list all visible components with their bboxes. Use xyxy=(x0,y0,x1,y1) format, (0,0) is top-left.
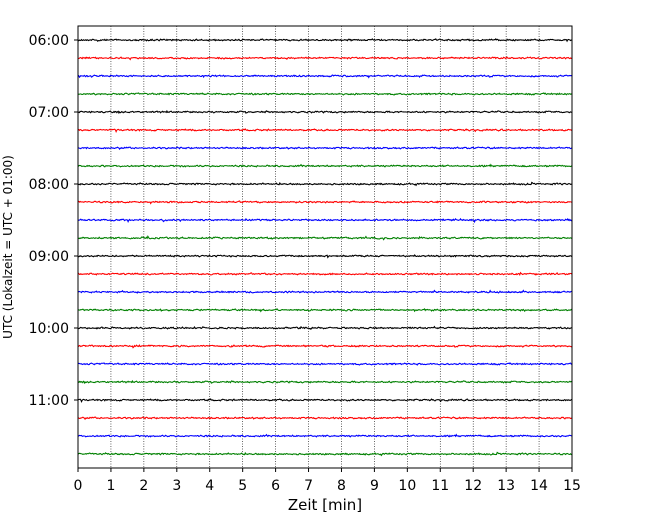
trace-12 xyxy=(77,254,573,259)
trace-23 xyxy=(77,451,573,457)
x-tick-label-0: 0 xyxy=(74,478,83,494)
trace-21 xyxy=(77,416,573,421)
trace-0 xyxy=(77,37,573,43)
y-tick-label-2: 08:00 xyxy=(29,177,69,193)
trace-14 xyxy=(77,289,573,294)
x-tick-label-8: 8 xyxy=(337,478,346,494)
trace-22 xyxy=(77,433,573,438)
x-axis-ticks: 0 1 2 3 4 5 6 7 8 9 10 11 12 13 14 15 xyxy=(74,468,581,494)
x-tick-label-14: 14 xyxy=(530,478,548,494)
x-tick-label-1: 1 xyxy=(106,478,115,494)
trace-18 xyxy=(77,362,573,366)
trace-16 xyxy=(77,325,573,330)
trace-3 xyxy=(77,92,573,96)
y-tick-label-1: 07:00 xyxy=(29,105,69,121)
x-tick-label-13: 13 xyxy=(497,478,515,494)
trace-1 xyxy=(77,56,573,61)
trace-10 xyxy=(77,217,573,224)
x-tick-label-12: 12 xyxy=(464,478,482,494)
trace-19 xyxy=(77,379,573,385)
x-tick-label-3: 3 xyxy=(172,478,181,494)
trace-6 xyxy=(77,146,573,151)
traces xyxy=(77,37,573,457)
y-tick-label-0: 06:00 xyxy=(29,33,69,49)
trace-9 xyxy=(77,200,573,205)
x-tick-label-10: 10 xyxy=(398,478,416,494)
x-tick-label-5: 5 xyxy=(238,478,247,494)
trace-17 xyxy=(77,344,573,349)
y-axis-label: UTC (Lokalzeit = UTC + 01:00) xyxy=(1,155,15,339)
x-axis-label: Zeit [min] xyxy=(288,496,362,514)
grid-lines xyxy=(110,26,540,468)
y-axis-ticks: 06:00 07:00 08:00 09:00 10:00 11:00 xyxy=(29,33,78,409)
x-tick-label-2: 2 xyxy=(139,478,148,494)
trace-2 xyxy=(77,74,573,79)
y-tick-label-4: 10:00 xyxy=(29,321,69,337)
x-tick-label-11: 11 xyxy=(431,478,449,494)
trace-5 xyxy=(77,128,573,134)
x-tick-label-6: 6 xyxy=(271,478,280,494)
trace-11 xyxy=(77,235,573,241)
trace-4 xyxy=(77,109,573,115)
y-tick-label-5: 11:00 xyxy=(29,393,69,409)
trace-13 xyxy=(77,271,573,277)
y-tick-label-3: 09:00 xyxy=(29,249,69,265)
x-tick-label-9: 9 xyxy=(370,478,379,494)
x-tick-label-4: 4 xyxy=(205,478,214,494)
trace-15 xyxy=(77,307,573,313)
x-tick-label-15: 15 xyxy=(563,478,581,494)
trace-8 xyxy=(78,181,573,187)
trace-20 xyxy=(77,398,573,404)
trace-7 xyxy=(77,163,573,168)
plot-frame xyxy=(77,25,573,469)
x-tick-label-7: 7 xyxy=(304,478,313,494)
